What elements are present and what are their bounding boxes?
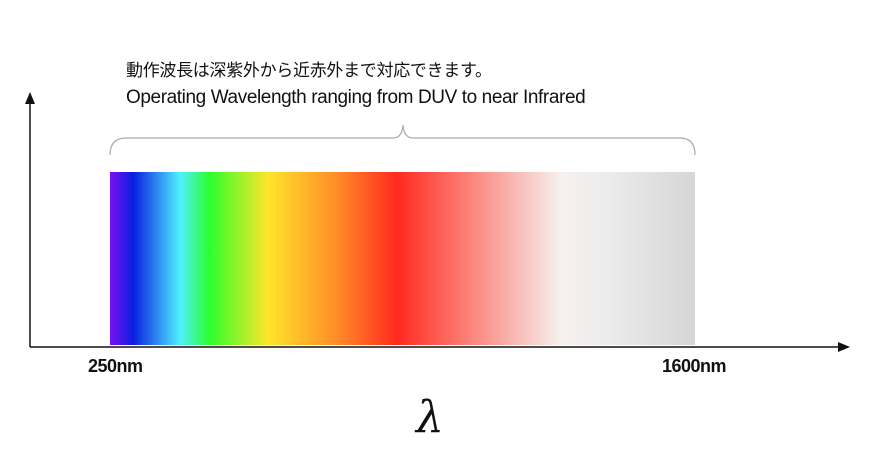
caption-english: Operating Wavelength ranging from DUV to… [126,87,586,108]
wavelength-spectrum-bar [110,172,695,345]
x-axis-arrow-icon [838,342,850,352]
caption-japanese: 動作波長は深紫外から近赤外まで対応できます。 [126,61,492,81]
y-axis-arrow-icon [25,92,35,104]
x-min-label: 250nm [88,356,143,376]
lambda-symbol: λ [416,392,444,443]
x-max-label: 1600nm [662,356,727,376]
range-brace [109,124,696,156]
